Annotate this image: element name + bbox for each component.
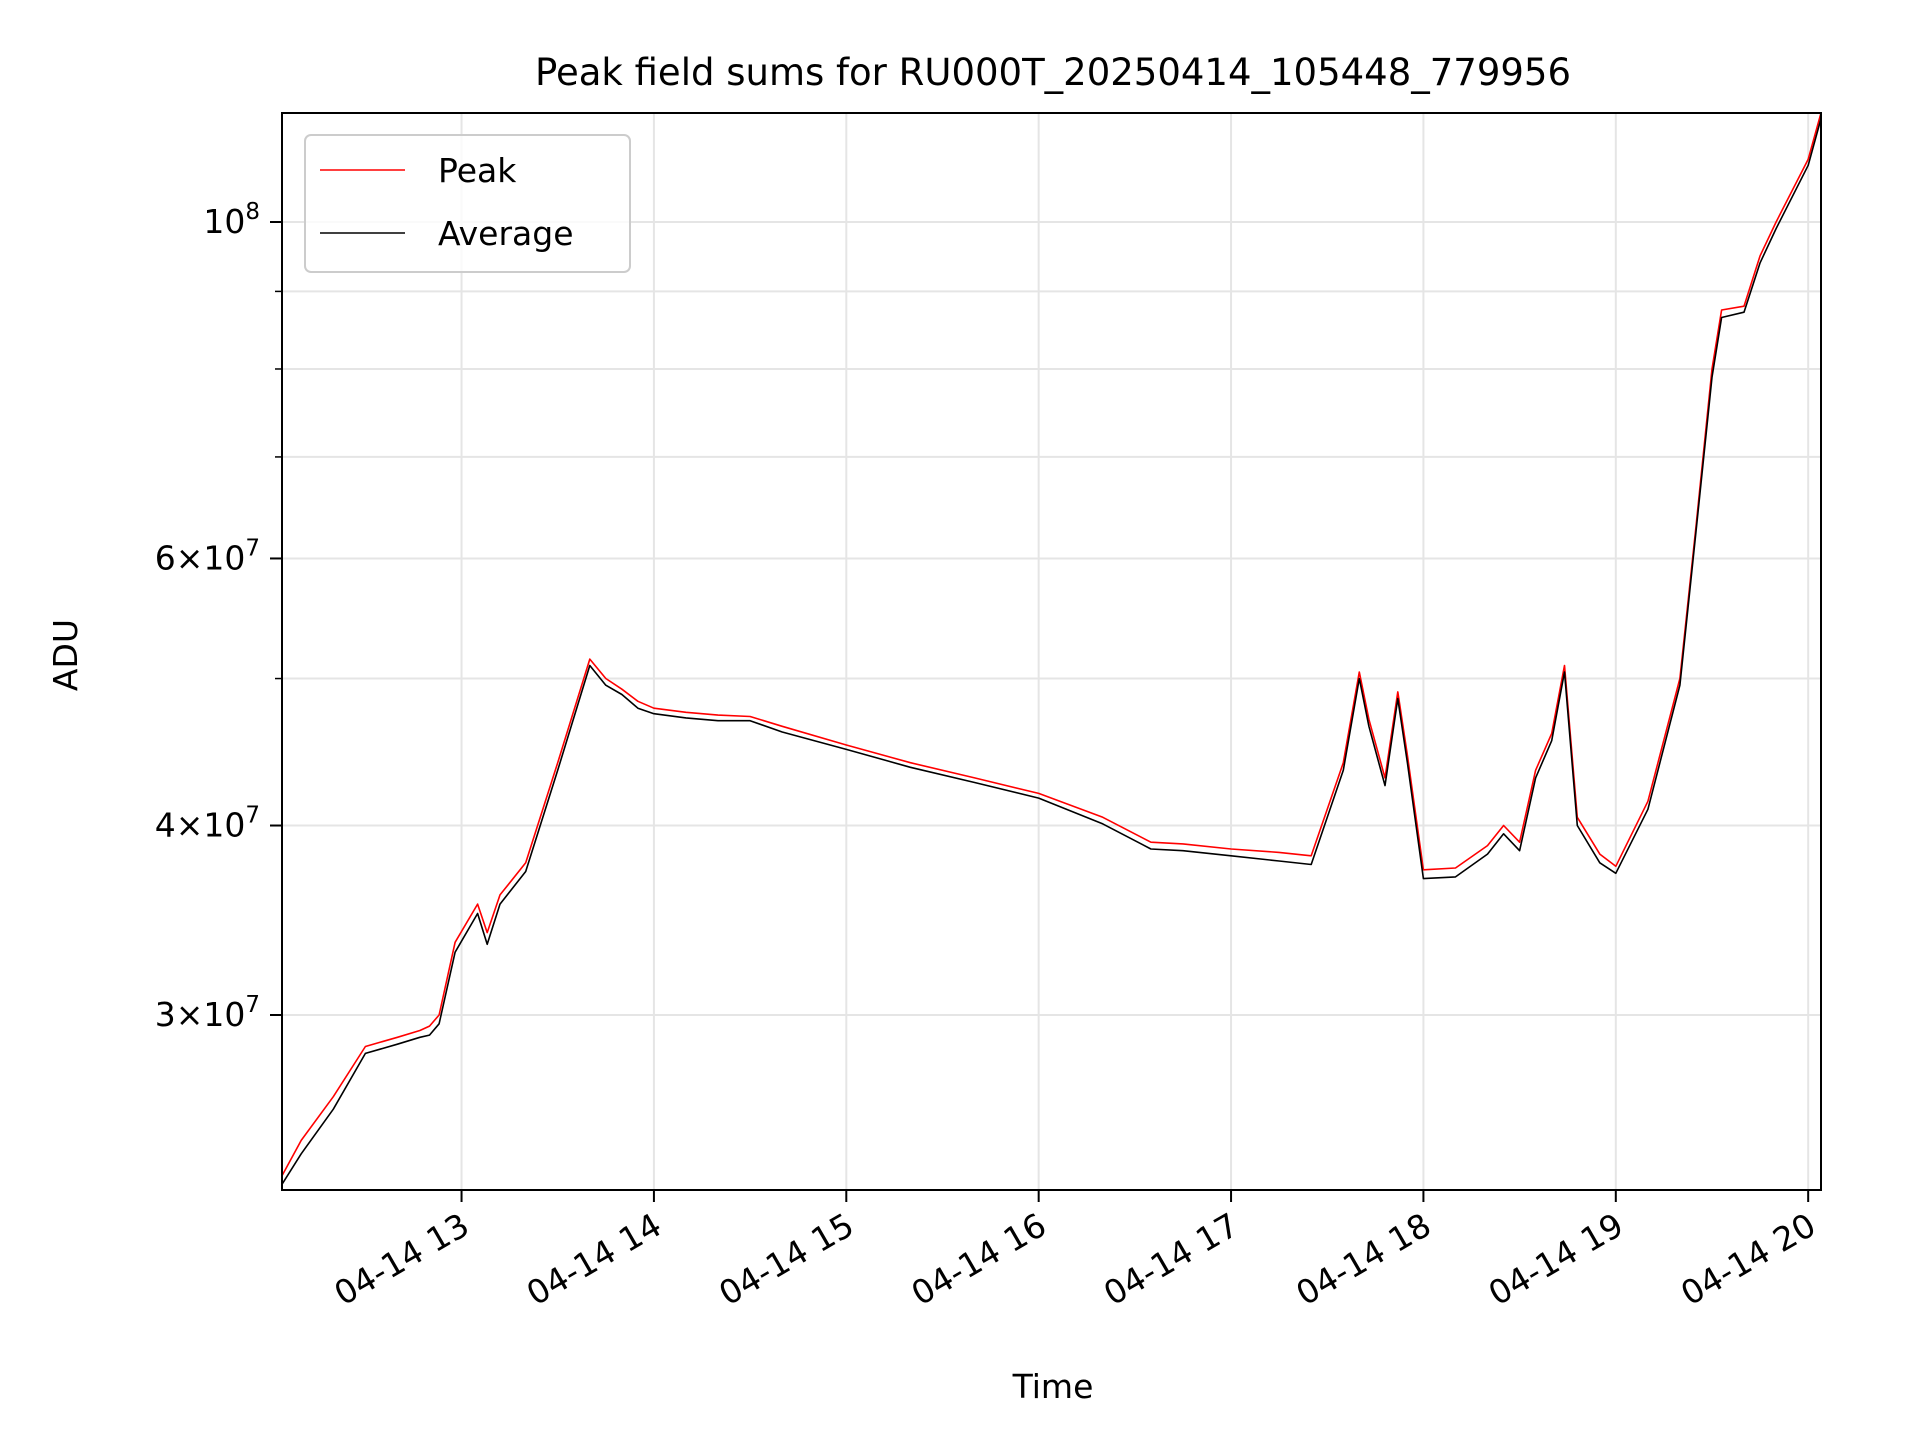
plot-frame [281,112,1822,1191]
series-line-peak [281,112,1822,1177]
series-line-average [281,118,1822,1185]
y-tick-label: 6×107 [155,535,260,577]
legend: Peak Average [304,134,631,273]
series-lines [281,112,1822,1185]
y-axis-label: ADU [46,619,85,691]
legend-average-label: Average [438,214,574,253]
y-tick-label: 4×107 [155,803,260,845]
y-tick-label: 108 [203,199,260,241]
chart-title: Peak field sums for RU000T_20250414_1054… [535,51,1571,94]
legend-peak-label: Peak [438,151,517,190]
x-axis-label: Time [1012,1367,1094,1406]
y-tick-label: 3×107 [155,992,260,1034]
